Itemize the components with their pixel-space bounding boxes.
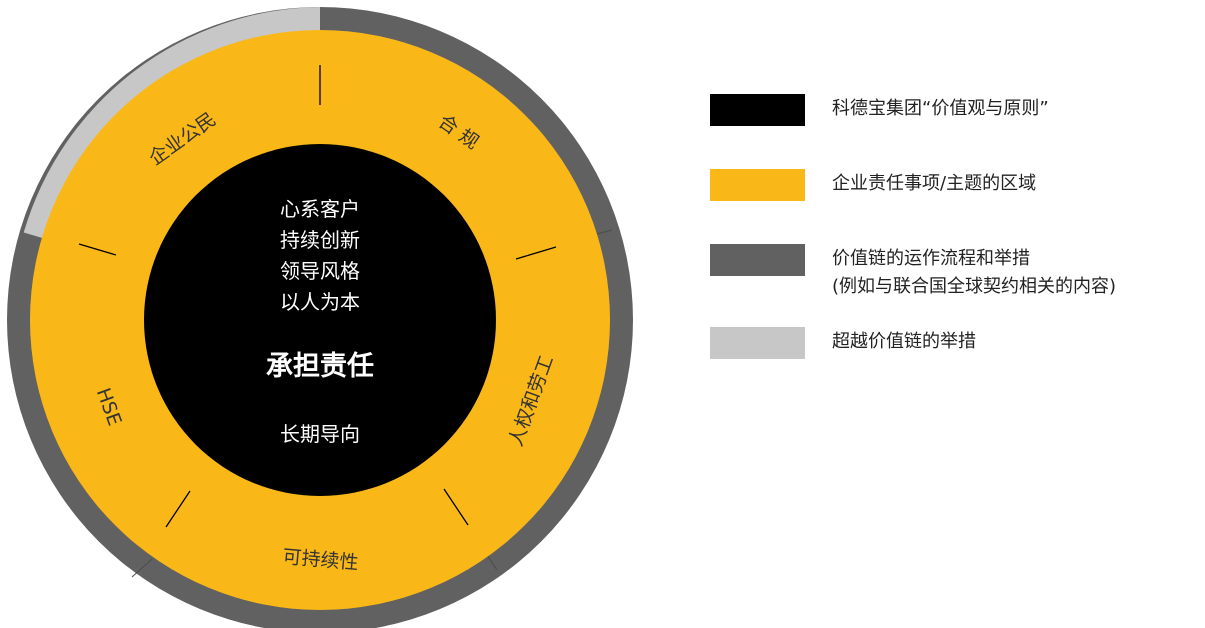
center-main-title: 承担责任	[266, 351, 374, 382]
legend-label-value-chain-processes: 价值链的运作流程和举措 (例如与联合国全球契约相关的内容)	[832, 245, 1116, 301]
center-value-leadership: 领导风格	[280, 259, 360, 283]
legend-swatch-light-gray	[710, 327, 805, 359]
center-value-innovation: 持续创新	[280, 228, 360, 252]
legend-label-value-chain-line-2: (例如与联合国全球契约相关的内容)	[832, 276, 1117, 297]
legend-swatch-black	[710, 94, 805, 126]
center-value-people: 以人为本	[280, 290, 360, 314]
segment-divider-bottom-right	[443, 488, 469, 526]
segment-divider-right	[515, 246, 557, 260]
legend-item-responsibility-areas: 企业责任事项/主题的区域	[710, 168, 1200, 202]
legend-swatch-yellow	[710, 169, 805, 201]
legend-label-value-chain-line-1: 价值链的运作流程和举措	[832, 248, 1030, 269]
responsibility-circle-diagram: 心系客户 持续创新 领导风格 以人为本 承担责任 长期导向 企业公民 合 规 人…	[7, 7, 633, 628]
legend-label-responsibility-areas: 企业责任事项/主题的区域	[832, 173, 1037, 194]
legend: 科德宝集团“价值观与原则” 企业责任事项/主题的区域 价值链的运作流程和举措 (…	[710, 93, 1200, 401]
center-value-customer: 心系客户	[280, 197, 360, 221]
segment-divider-bottom-left	[165, 490, 191, 528]
legend-item-value-chain-processes: 价值链的运作流程和举措 (例如与联合国全球契约相关的内容)	[710, 243, 1200, 299]
segment-divider-left	[78, 243, 117, 256]
center-values-core	[144, 144, 496, 496]
legend-item-values-principles: 科德宝集团“价值观与原则”	[710, 93, 1200, 127]
outer-ring-divider-bottom-left	[131, 558, 153, 578]
legend-label-beyond-value-chain: 超越价值链的举措	[832, 331, 976, 352]
legend-label-values-principles: 科德宝集团“价值观与原则”	[832, 98, 1049, 119]
legend-item-beyond-value-chain: 超越价值链的举措	[710, 326, 1200, 360]
legend-swatch-dark-gray	[710, 244, 805, 276]
center-long-term-orientation: 长期导向	[280, 422, 360, 446]
